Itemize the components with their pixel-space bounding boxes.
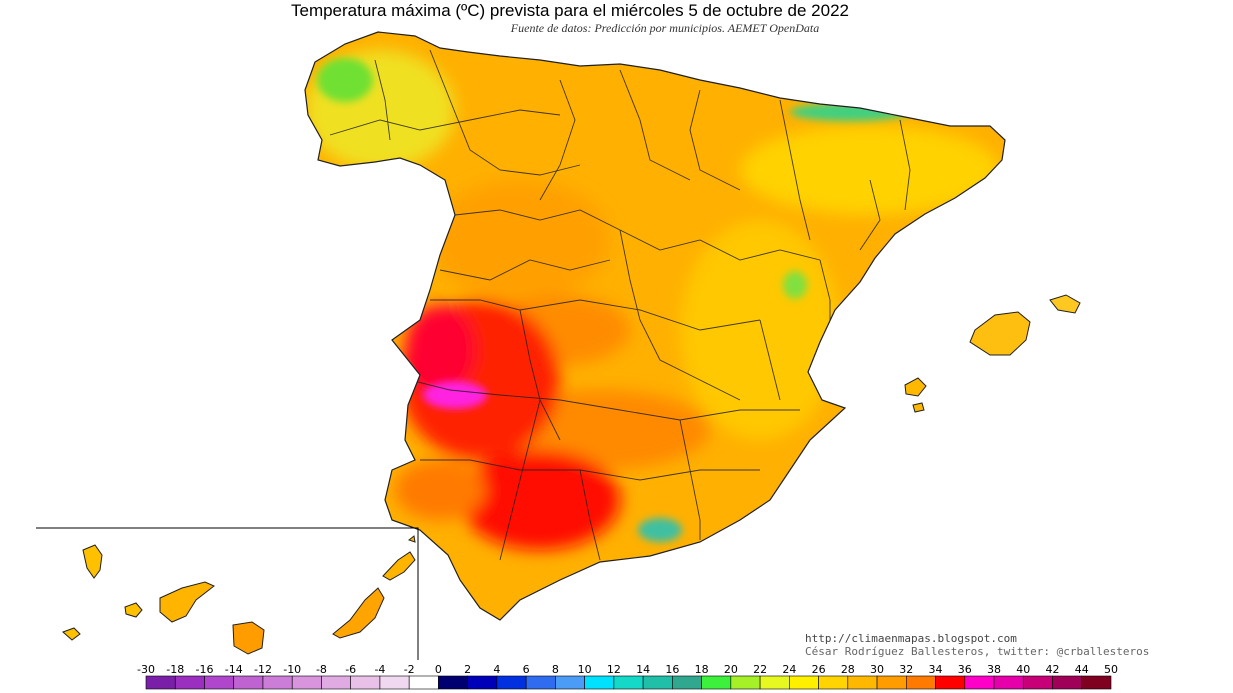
legend-tick-label: -14	[225, 663, 243, 676]
legend-swatch	[730, 675, 761, 690]
legend-swatch	[935, 675, 966, 690]
legend-tick-label: 30	[870, 663, 884, 676]
map-title: Temperatura máxima (ºC) prevista para el…	[290, 1, 850, 20]
credit-url: http://climaenmapas.blogspot.com	[805, 632, 1017, 645]
legend-swatch	[672, 675, 702, 690]
balearic-islands	[904, 294, 1081, 413]
legend-swatch	[174, 675, 205, 690]
legend-tick-label: -30	[137, 663, 155, 676]
legend-swatch	[233, 675, 264, 690]
legend-swatch	[379, 675, 410, 690]
peninsula-region	[304, 31, 1006, 621]
legend-swatch	[467, 675, 498, 690]
legend-swatch	[993, 675, 1024, 690]
legend-swatch	[145, 675, 176, 690]
legend-swatch	[847, 675, 878, 690]
legend-tick-label: 26	[812, 663, 826, 676]
legend-tick-label: 40	[1016, 663, 1030, 676]
legend-tick-label: 0	[435, 663, 442, 676]
legend-tick-label: 24	[782, 663, 796, 676]
legend-tick-label: 6	[523, 663, 530, 676]
legend-swatch	[321, 675, 351, 690]
legend-swatch	[1081, 675, 1112, 690]
credit-author: César Rodríguez Ballesteros, twitter: @c…	[805, 645, 1150, 658]
legend-tick-label: -2	[404, 663, 415, 676]
legend-swatch	[584, 675, 615, 690]
legend-tick-label: -12	[254, 663, 272, 676]
legend-swatch	[1022, 675, 1053, 690]
legend-tick-label: -4	[374, 663, 385, 676]
legend-tick-label: 16	[665, 663, 679, 676]
legend-swatch	[291, 675, 322, 690]
legend-swatch	[555, 675, 585, 690]
legend-swatch	[350, 675, 381, 690]
legend-swatch	[438, 675, 468, 690]
legend-swatch	[701, 675, 732, 690]
legend-swatch	[496, 675, 527, 690]
canary-islands-inset	[36, 527, 419, 660]
legend-swatch	[905, 675, 936, 690]
legend-tick-label: -8	[316, 663, 327, 676]
legend-tick-label: 2	[464, 663, 471, 676]
map-subtitle: Fuente de datos: Predicción por municipi…	[510, 21, 820, 35]
legend-tick-label: 38	[987, 663, 1001, 676]
legend-swatch	[525, 675, 556, 690]
legend-tick-label: -10	[283, 663, 301, 676]
legend-swatch	[759, 675, 790, 690]
legend-tick-label: 18	[695, 663, 709, 676]
legend-tick-label: -16	[195, 663, 213, 676]
legend-swatch	[642, 675, 673, 690]
legend-swatch	[262, 675, 293, 690]
legend-swatch	[876, 675, 907, 690]
legend-tick-label: 36	[958, 663, 972, 676]
legend-tick-label: -6	[345, 663, 356, 676]
legend-tick-label: 22	[753, 663, 767, 676]
legend-swatch	[964, 675, 995, 690]
legend-tick-label: 4	[493, 663, 500, 676]
legend-tick-label: 44	[1075, 663, 1089, 676]
legend-swatch	[818, 675, 849, 690]
legend-tick-label: 8	[552, 663, 559, 676]
legend-tick-label: 28	[841, 663, 855, 676]
legend-tick-label: 32	[899, 663, 913, 676]
legend-tick-label: 10	[578, 663, 592, 676]
legend-tick-label: 34	[929, 663, 943, 676]
legend-tick-label: 14	[636, 663, 650, 676]
legend-tick-label: 20	[724, 663, 738, 676]
legend-tick-label: -18	[166, 663, 184, 676]
legend-swatch	[1052, 675, 1083, 690]
legend-tick-label: 12	[607, 663, 621, 676]
legend-swatch	[789, 675, 819, 690]
legend-tick-label: 42	[1046, 663, 1060, 676]
legend-swatch	[613, 675, 644, 690]
legend-swatch	[408, 675, 439, 690]
legend-tick-label: 50	[1104, 663, 1118, 676]
legend-swatch	[204, 675, 235, 690]
